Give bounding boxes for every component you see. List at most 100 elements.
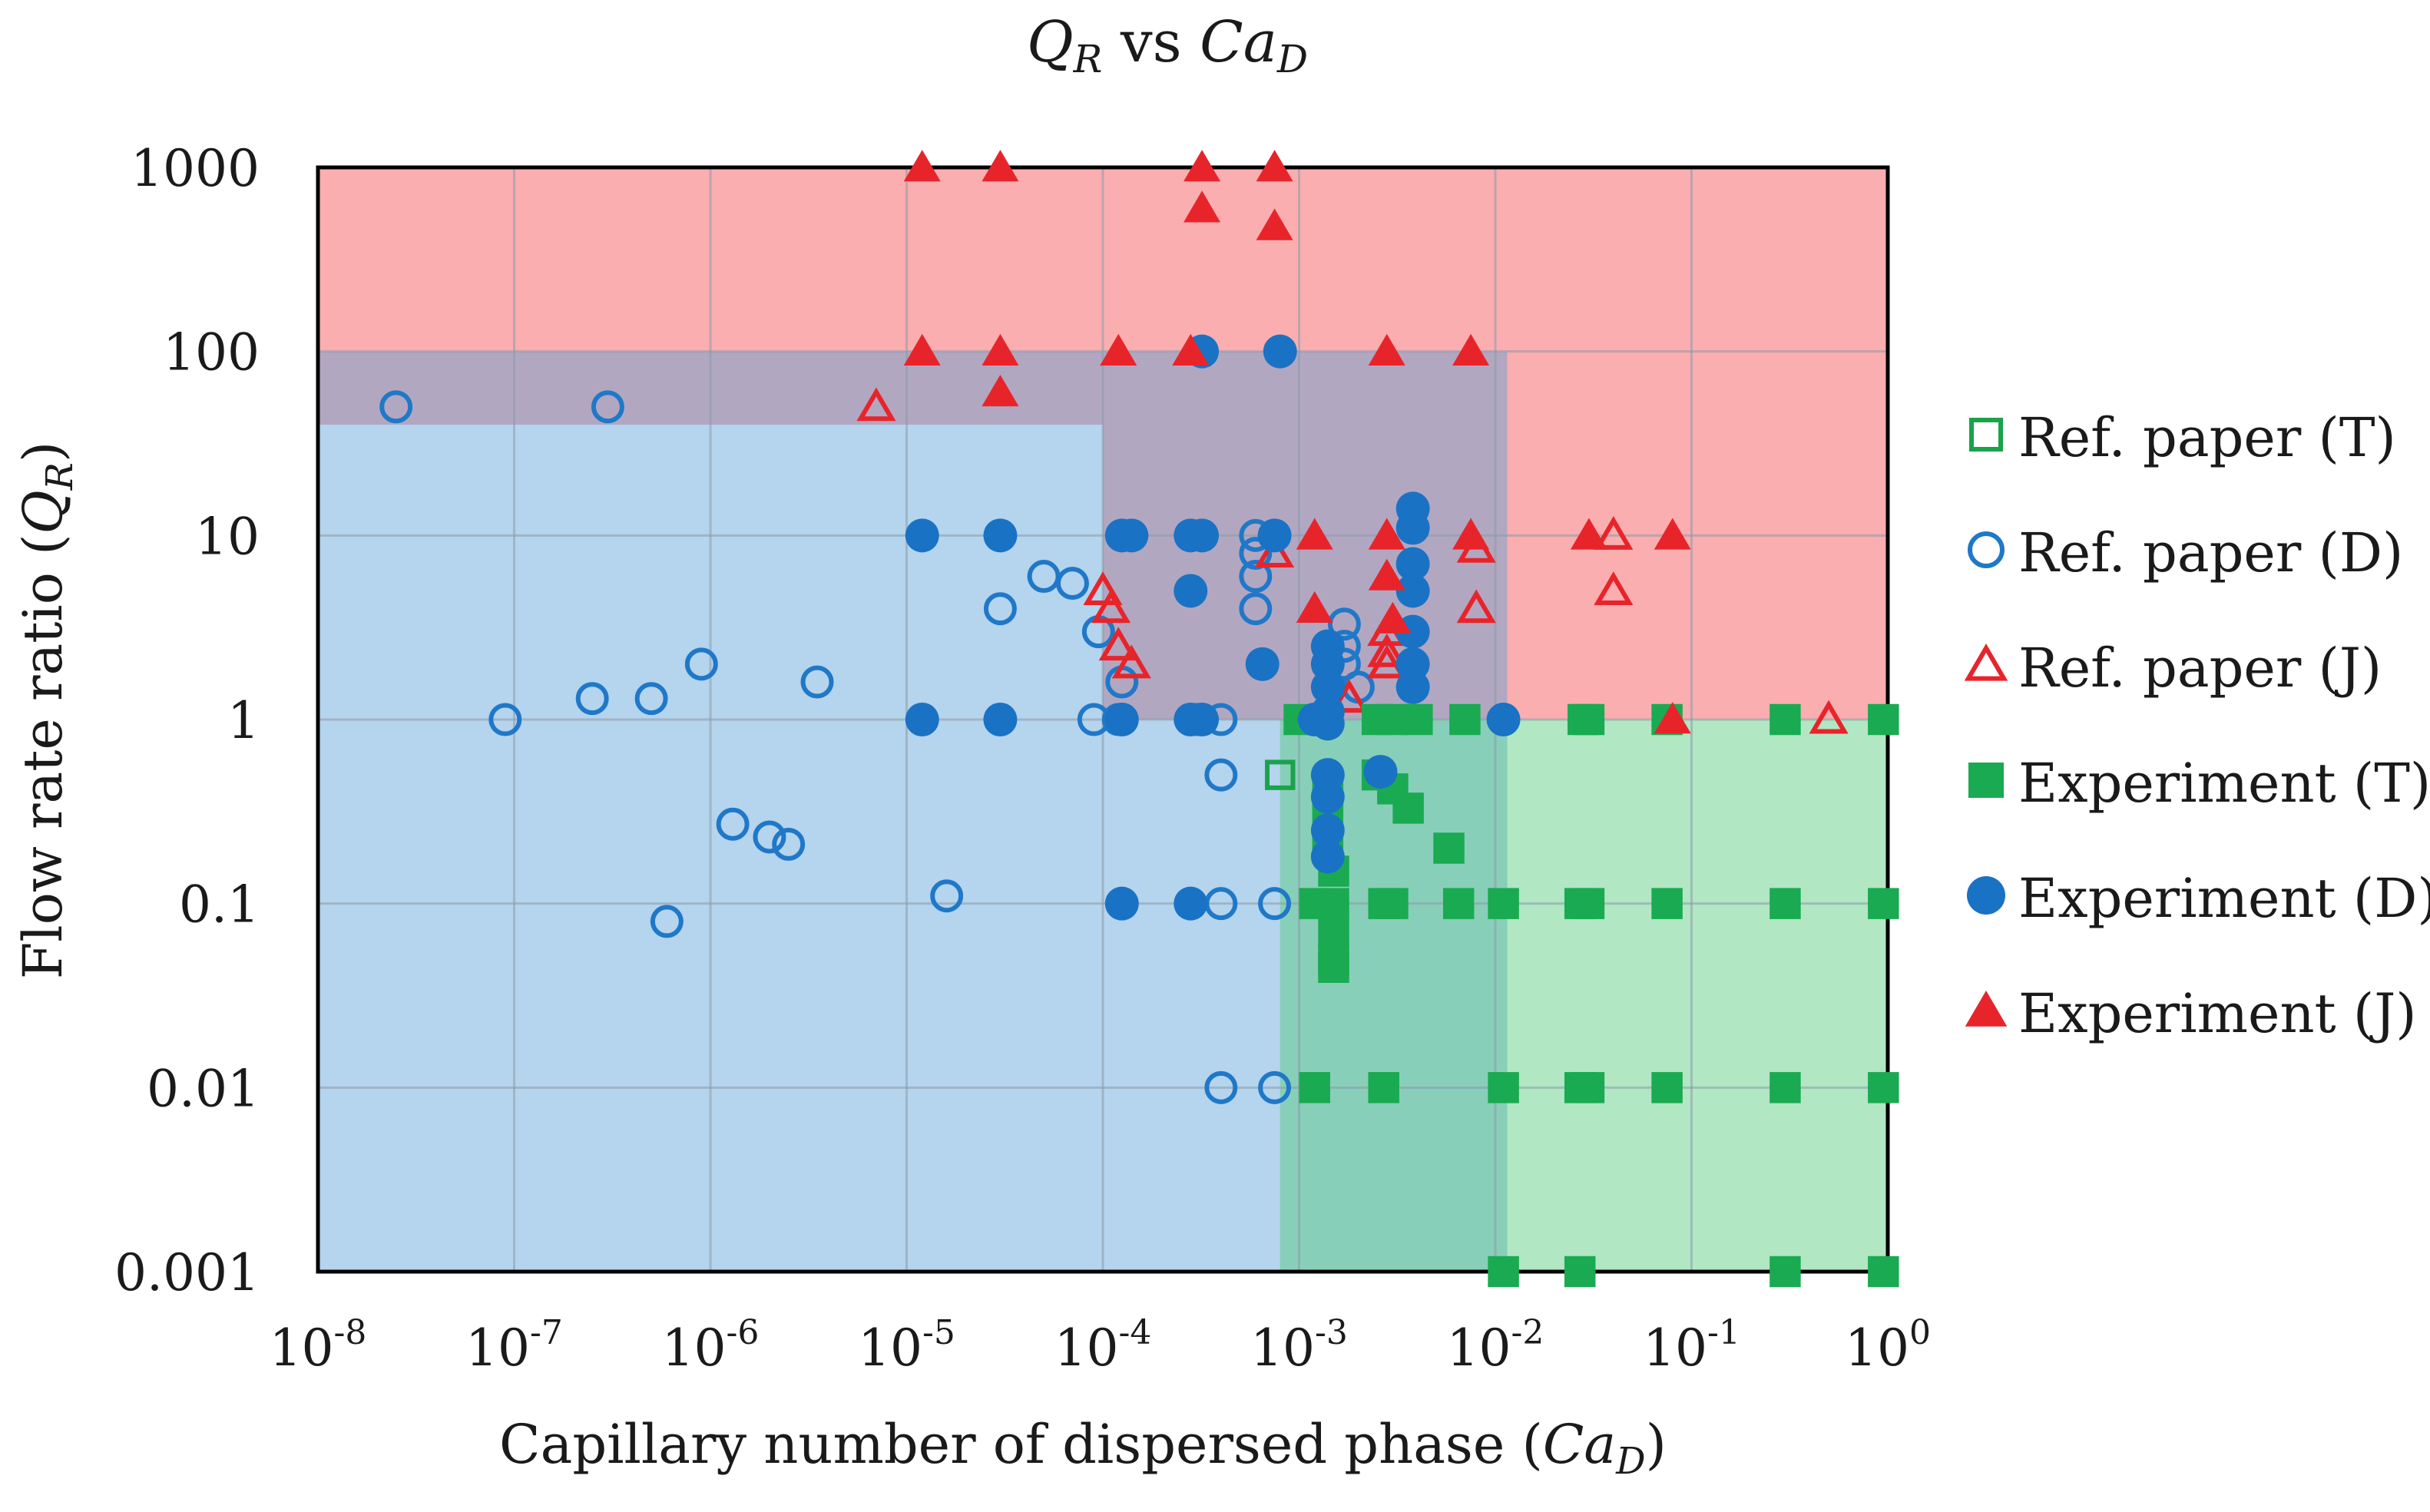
data-point — [1868, 1256, 1899, 1288]
data-point — [1318, 916, 1349, 948]
y-tick-label: 0.1 — [179, 875, 260, 935]
data-point — [1770, 703, 1801, 736]
data-point — [753, 820, 786, 854]
data-point — [856, 387, 896, 422]
data-point — [1256, 150, 1293, 182]
data-point — [1573, 888, 1605, 919]
data-point — [1296, 591, 1333, 624]
x-axis-label: Capillary number of dispersed phase (CaD… — [499, 1413, 1667, 1483]
x-tick-label: 10-8 — [270, 1313, 367, 1378]
data-point — [1318, 951, 1349, 984]
data-point — [1449, 703, 1481, 736]
series-ref-paper-t — [1265, 759, 1296, 790]
data-point — [488, 703, 522, 736]
legend-marker-experiment-d — [1967, 876, 2005, 915]
data-point — [1395, 511, 1430, 545]
data-point — [1654, 702, 1691, 734]
data-point — [1594, 571, 1634, 605]
data-point — [650, 905, 684, 938]
y-tick-label: 100 — [163, 323, 260, 382]
x-tick-label: 10-2 — [1447, 1313, 1544, 1378]
data-point — [1368, 333, 1405, 366]
data-point — [1184, 190, 1221, 223]
data-point — [1654, 518, 1691, 550]
legend-label-ref-paper-j: Ref. paper (J) — [2018, 637, 2382, 700]
data-point — [716, 807, 750, 841]
x-tick-label: 10-5 — [858, 1313, 955, 1378]
legend: Ref. paper (T) Ref. paper (D) Ref. paper (… — [1964, 406, 2430, 1045]
data-point — [1395, 574, 1430, 608]
data-point — [1185, 703, 1220, 736]
data-point — [1488, 888, 1519, 919]
data-point — [1395, 670, 1430, 704]
x-tick-label: 10-6 — [662, 1313, 760, 1378]
data-point — [1377, 888, 1409, 919]
data-point — [1367, 633, 1407, 667]
legend-marker-experiment-t — [1968, 763, 2004, 798]
data-point — [1570, 518, 1607, 550]
data-point — [1368, 518, 1405, 550]
data-point — [1310, 670, 1345, 704]
data-point — [1256, 208, 1293, 240]
data-point — [1368, 1072, 1399, 1103]
x-tick-label: 10-4 — [1054, 1313, 1152, 1378]
legend-label-ref-paper-d: Ref. paper (D) — [2018, 521, 2403, 584]
data-point — [1868, 1072, 1899, 1103]
data-point — [1174, 886, 1208, 921]
data-point — [1433, 832, 1465, 864]
data-point — [1488, 1072, 1519, 1103]
x-tick-label: 10-1 — [1643, 1313, 1740, 1378]
data-point — [1651, 888, 1683, 919]
data-point — [1104, 703, 1139, 736]
series-experiment-t — [1283, 703, 1899, 1288]
data-point — [1770, 1256, 1801, 1288]
region-squeezing — [1280, 720, 1888, 1272]
data-point — [905, 703, 939, 736]
data-point — [1055, 567, 1089, 600]
data-point — [1310, 813, 1345, 848]
data-point — [1809, 700, 1849, 734]
data-point — [1868, 703, 1899, 736]
data-point — [1564, 1256, 1596, 1288]
data-point — [1104, 886, 1139, 921]
legend-label-experiment-d: Experiment (D) — [2018, 867, 2430, 930]
point-layer — [379, 150, 1899, 1288]
data-point — [1452, 518, 1490, 550]
data-point — [1204, 758, 1238, 792]
data-point — [1868, 888, 1899, 919]
data-point — [903, 150, 941, 182]
data-point — [379, 390, 413, 424]
data-point — [800, 665, 834, 699]
data-point — [1185, 518, 1220, 553]
data-point — [1255, 534, 1295, 568]
data-point — [1310, 839, 1345, 874]
legend-marker-ref-paper-j — [1964, 644, 2008, 681]
data-point — [1184, 150, 1221, 182]
data-point — [1239, 560, 1273, 593]
data-point — [1651, 1072, 1683, 1103]
legend-marker-experiment-j — [1965, 991, 2008, 1027]
data-point — [1395, 547, 1430, 581]
data-point — [930, 879, 964, 913]
region-dripping — [318, 351, 1508, 1272]
data-point — [1363, 755, 1398, 789]
legend-marker-ref-paper-t — [1969, 418, 2003, 452]
legend-label-ref-paper-t: Ref. paper (T) — [2018, 406, 2396, 469]
data-point — [684, 647, 718, 681]
data-point — [982, 374, 1019, 407]
data-point — [772, 827, 806, 861]
data-point — [983, 518, 1018, 553]
data-point — [1258, 887, 1292, 921]
data-point — [1327, 607, 1361, 641]
data-point — [1172, 333, 1210, 366]
data-point — [982, 150, 1019, 182]
data-point — [1318, 888, 1349, 919]
data-point — [1100, 333, 1137, 366]
x-tick-label: 100 — [1845, 1313, 1931, 1378]
data-point — [1258, 1070, 1292, 1104]
y-axis-label: Flow rate ratio (QR) — [12, 442, 81, 980]
data-point — [1770, 888, 1801, 919]
